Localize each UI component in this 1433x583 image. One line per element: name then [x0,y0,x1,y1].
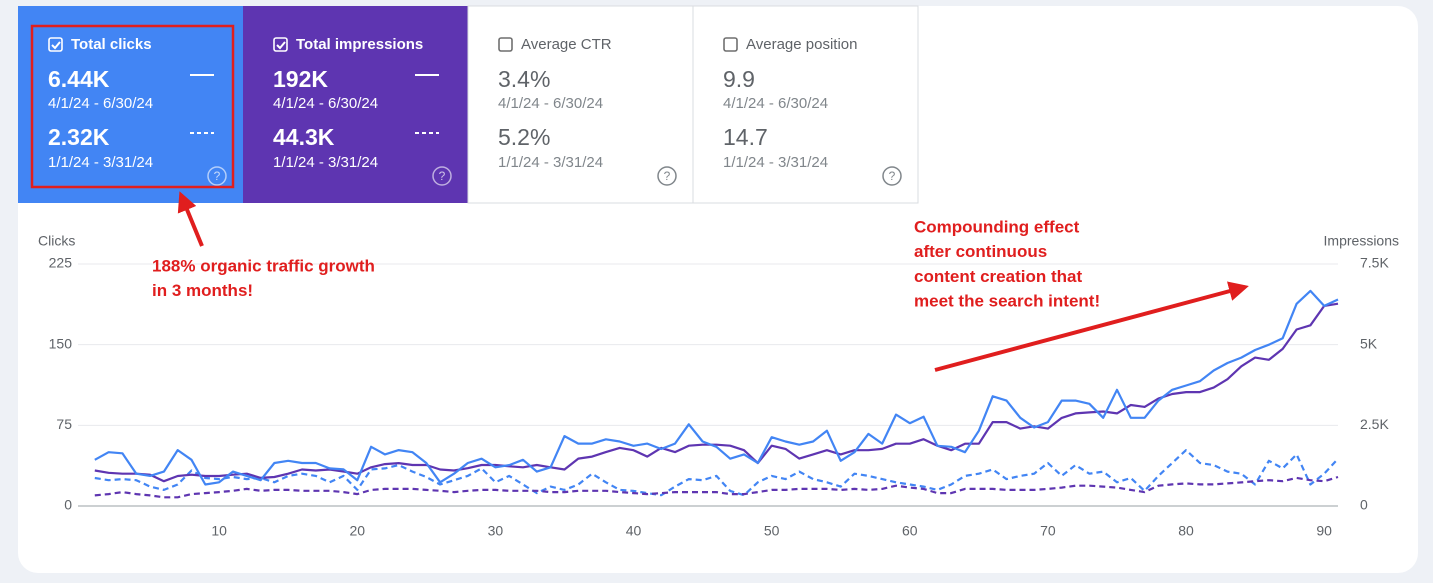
series-line [94,449,1339,497]
annotation: after continuous [914,242,1047,261]
checkmark [51,41,61,50]
chart: Clicks Impressions 0 75 150 225 0 2.5K 5K 7.5K 10 2… [38,233,1399,539]
metric-value: 5.2% [498,124,550,150]
help-icon [882,166,902,186]
checkbox [273,37,288,52]
y-tick-label: 75 [56,416,72,432]
x-tick-label: 90 [1316,523,1332,539]
x-tick-label: 60 [902,523,918,539]
x-tick-label: 80 [1178,523,1194,539]
y2-tick-label: 0 [1360,497,1368,513]
series-line [94,289,1339,486]
metric-range: 4/1/24 - 6/30/24 [273,95,378,112]
help-icon-mark: ? [214,169,221,183]
metric-value: 2.32K [48,124,110,150]
help-icon-mark: ? [889,169,896,183]
metric-label: Average CTR [521,36,612,53]
y2-axis-title: Impressions [1324,233,1399,249]
metric-range: 4/1/24 - 6/30/24 [498,95,603,112]
metric-label: Average position [746,36,857,53]
arrow [177,191,204,247]
series-line [94,302,1339,483]
metric-range: 1/1/24 - 3/31/24 [723,154,828,171]
annotation: in 3 months! [152,281,253,300]
annotation: 188% organic traffic growth [152,256,375,275]
checkbox [723,37,738,52]
metric-value: 192K [273,66,328,92]
help-icon-mark: ? [439,169,446,183]
y2-tick-label: 5K [1360,335,1378,351]
metric-range: 4/1/24 - 6/30/24 [723,95,828,112]
metric-card [692,5,919,204]
series-line [94,475,1339,499]
x-tick-label: 10 [211,523,227,539]
metric-card [18,6,243,203]
help-icon [657,166,677,186]
metric-range: 1/1/24 - 3/31/24 [498,154,603,171]
y-axis-title: Clicks [38,233,75,249]
metric-value: 9.9 [723,66,755,92]
annotation: meet the search intent! [914,292,1100,311]
x-tick-label: 40 [626,523,642,539]
checkmark [276,41,286,50]
annotation: content creation that [914,267,1082,286]
highlight-box [30,24,235,189]
y-tick-label: 225 [49,255,73,271]
y-tick-label: 0 [64,497,72,513]
x-tick-label: 70 [1040,523,1056,539]
metric-value: 6.44K [48,66,110,92]
y-tick-label: 150 [49,335,73,351]
metric-value: 44.3K [273,124,335,150]
checkbox [498,37,513,52]
x-tick-label: 20 [349,523,365,539]
x-tick-label: 50 [764,523,780,539]
arrow [934,281,1249,372]
metric-value: 3.4% [498,66,550,92]
help-icon [432,166,452,186]
cards: Total clicks 6.44K 4/1/24 - 6/30/24 2.32K 1/… [18,5,919,204]
metric-label: Total impressions [296,36,423,53]
metric-card [243,6,468,203]
metric-range: 1/1/24 - 3/31/24 [273,154,378,171]
help-icon-mark: ? [664,169,671,183]
metric-label: Total clicks [71,36,152,53]
annotation: Compounding effect [914,217,1080,236]
metric-card [467,5,694,204]
y2-tick-label: 2.5K [1360,416,1389,432]
metric-range: 1/1/24 - 3/31/24 [48,154,153,171]
help-icon [207,166,227,186]
metric-range: 4/1/24 - 6/30/24 [48,95,153,112]
y2-tick-label: 7.5K [1360,255,1389,271]
checkbox [48,37,63,52]
metric-value: 14.7 [723,124,768,150]
x-tick-label: 30 [488,523,504,539]
